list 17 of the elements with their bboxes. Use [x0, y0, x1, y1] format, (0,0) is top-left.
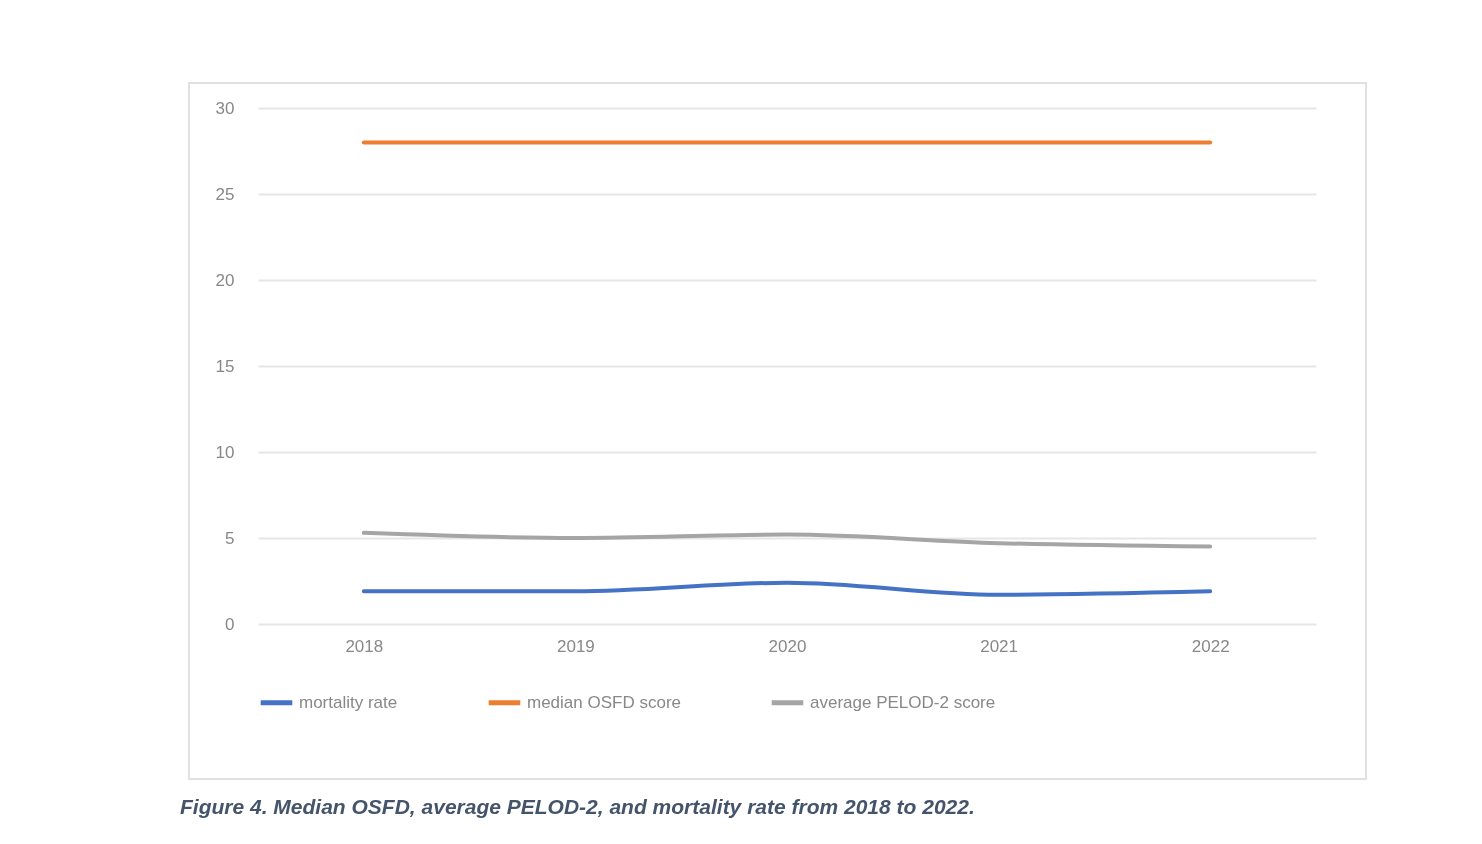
y-tick-label: 30 — [215, 98, 235, 118]
legend-label: average PELOD-2 score — [810, 692, 996, 712]
y-tick-label: 10 — [215, 442, 235, 462]
y-tick-label: 25 — [215, 184, 235, 204]
caption: Figure 4. Median OSFD, average PELOD-2, and mortality rate from 2018 to 2022. — [180, 795, 976, 819]
y-tick-label: 20 — [215, 270, 235, 290]
y-tick-label: 0 — [225, 614, 235, 634]
y-tick-label: 15 — [215, 356, 235, 376]
x-tick-label: 2021 — [980, 636, 1019, 656]
y-tick-label: 5 — [225, 528, 235, 548]
x-tick-label: 2020 — [768, 636, 807, 656]
x-tick-label: 2018 — [345, 636, 384, 656]
x-tick-label: 2022 — [1191, 636, 1230, 656]
legend-label: median OSFD score — [527, 692, 681, 712]
legend-label: mortality rate — [299, 692, 398, 712]
x-tick-label: 2019 — [556, 636, 595, 656]
line-series — [361, 530, 1213, 549]
